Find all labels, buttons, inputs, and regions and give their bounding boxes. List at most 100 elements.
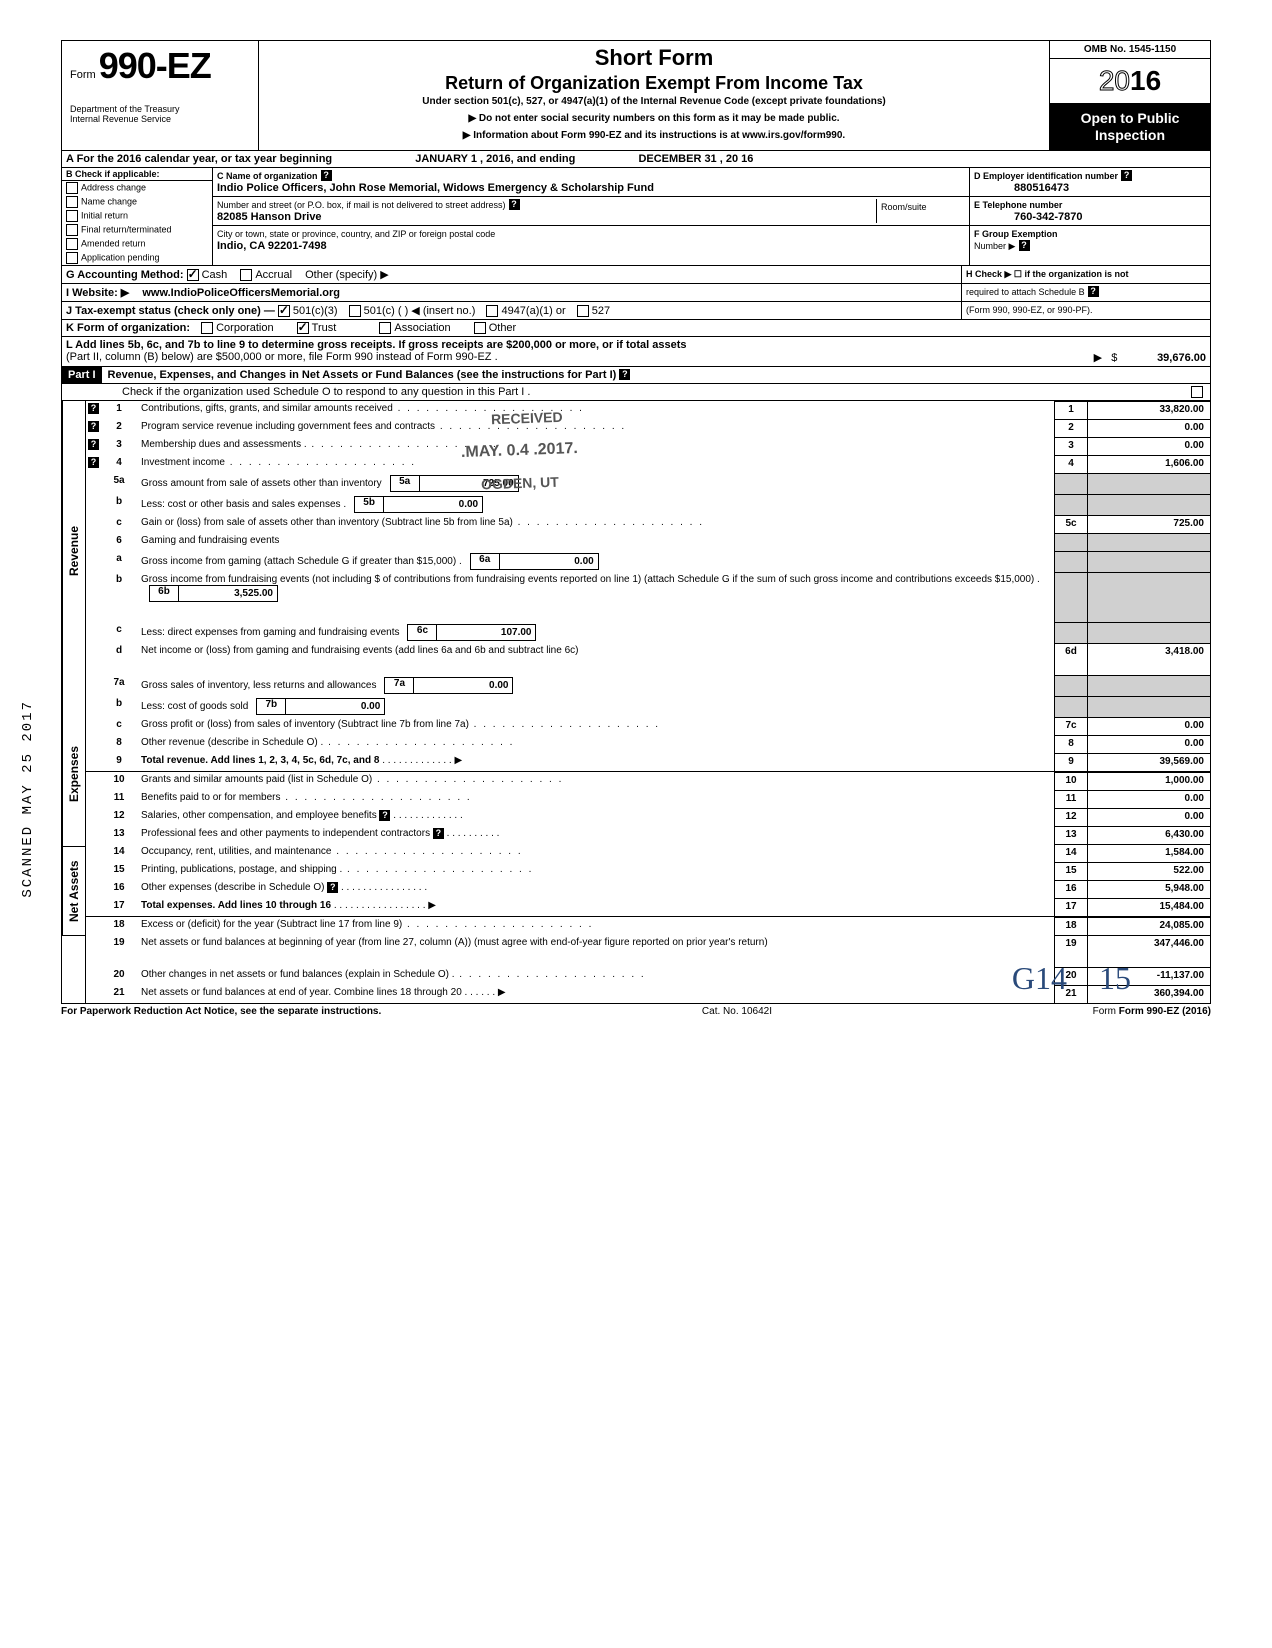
right-header-cell: OMB No. 1545-1150 2016 Open to Public In… <box>1050 41 1210 150</box>
line17-val: 15,484.00 <box>1087 898 1210 916</box>
website: www.IndioPoliceOfficersMemorial.org <box>142 287 340 299</box>
g-other: Other (specify) ▶ <box>305 269 389 281</box>
l-text2: (Part II, column (B) below) are $500,000… <box>66 351 498 363</box>
line6c-desc: Less: direct expenses from gaming and fu… <box>137 622 1054 643</box>
k-label: K Form of organization: <box>66 322 190 334</box>
i-label: I Website: ▶ <box>66 287 129 299</box>
chk-final-return[interactable] <box>66 224 78 236</box>
chk-name-change[interactable] <box>66 196 78 208</box>
help-icon[interactable]: ? <box>88 439 99 450</box>
line9-val: 39,569.00 <box>1087 753 1210 771</box>
line5c-val: 725.00 <box>1087 515 1210 533</box>
line17-desc: Total expenses. Add lines 10 through 16 … <box>137 898 1054 916</box>
help-icon[interactable]: ? <box>321 170 332 181</box>
subtitle: Under section 501(c), 527, or 4947(a)(1)… <box>263 96 1045 107</box>
help-icon[interactable]: ? <box>88 403 99 414</box>
b-header: B Check if applicable: <box>62 168 212 181</box>
line2-desc: Program service revenue including govern… <box>137 419 1054 437</box>
room-label: Room/suite <box>881 202 927 212</box>
chk-cash[interactable] <box>187 269 199 281</box>
line7a-desc: Gross sales of inventory, less returns a… <box>137 675 1054 696</box>
chk-corp[interactable] <box>201 322 213 334</box>
chk-schedule-o[interactable] <box>1191 386 1203 398</box>
footer-right: Form Form 990-EZ (2016) <box>1093 1006 1211 1017</box>
footer-mid: Cat. No. 10642I <box>702 1006 772 1017</box>
form-page: Form 990-EZ Department of the Treasury I… <box>61 40 1211 1017</box>
e-label: E Telephone number <box>974 200 1062 210</box>
help-icon[interactable]: ? <box>379 810 390 821</box>
period-mid: , 2016, and ending <box>480 153 575 165</box>
chk-501c[interactable] <box>349 305 361 317</box>
help-icon[interactable]: ? <box>433 828 444 839</box>
line7c-val: 0.00 <box>1087 717 1210 735</box>
f-label2: Number ▶ <box>974 241 1015 251</box>
chk-amended[interactable] <box>66 238 78 250</box>
line20-desc: Other changes in net assets or fund bala… <box>137 967 1054 985</box>
line5a-desc: Gross amount from sale of assets other t… <box>137 473 1054 494</box>
row-j: J Tax-exempt status (check only one) — 5… <box>61 302 1211 320</box>
line3-val: 0.00 <box>1087 437 1210 455</box>
line3-desc: Membership dues and assessments . <box>137 437 1054 455</box>
help-icon[interactable]: ? <box>1121 170 1132 181</box>
help-icon[interactable]: ? <box>327 882 338 893</box>
short-form-label: Short Form <box>263 45 1045 71</box>
chk-initial-return[interactable] <box>66 210 78 222</box>
line6b-desc: Gross income from fundraising events (no… <box>137 572 1054 622</box>
return-title: Return of Organization Exempt From Incom… <box>263 73 1045 94</box>
line14-desc: Occupancy, rent, utilities, and maintena… <box>137 844 1054 862</box>
line5c-desc: Gain or (loss) from sale of assets other… <box>137 515 1054 533</box>
h-label3: (Form 990, 990-EZ, or 990-PF). <box>966 305 1093 315</box>
part1-title: Revenue, Expenses, and Changes in Net As… <box>102 367 1210 383</box>
help-icon[interactable]: ? <box>1088 286 1099 297</box>
chk-assoc[interactable] <box>379 322 391 334</box>
l-text: L Add lines 5b, 6c, and 7b to line 9 to … <box>66 339 687 351</box>
help-icon[interactable]: ? <box>88 457 99 468</box>
line7b-desc: Less: cost of goods sold7b0.00 <box>137 696 1054 717</box>
section-c: C Name of organization ? Indio Police Of… <box>213 168 969 265</box>
period-row: A For the 2016 calendar year, or tax yea… <box>61 151 1211 168</box>
line1-desc: Contributions, gifts, grants, and simila… <box>137 401 1054 419</box>
section-b: B Check if applicable: Address change Na… <box>62 168 213 265</box>
chk-pending[interactable] <box>66 252 78 264</box>
vtab-expenses: Expenses <box>62 701 85 847</box>
section-def: D Employer identification number ? 88051… <box>969 168 1210 265</box>
chk-4947[interactable] <box>486 305 498 317</box>
city-state-zip: Indio, CA 92201-7498 <box>217 240 327 252</box>
help-icon[interactable]: ? <box>88 421 99 432</box>
h-label: H Check ▶ ☐ if the organization is not <box>966 269 1129 279</box>
line18-val: 24,085.00 <box>1087 917 1210 935</box>
line12-desc: Salaries, other compensation, and employ… <box>137 808 1054 826</box>
scanned-stamp: SCANNED MAY 25 2017 <box>20 700 36 898</box>
line15-desc: Printing, publications, postage, and shi… <box>137 862 1054 880</box>
form-header: Form 990-EZ Department of the Treasury I… <box>61 40 1211 151</box>
chk-accrual[interactable] <box>240 269 252 281</box>
chk-other-org[interactable] <box>474 322 486 334</box>
help-icon[interactable]: ? <box>1019 240 1030 251</box>
help-icon[interactable]: ? <box>619 369 630 380</box>
omb-number: OMB No. 1545-1150 <box>1050 41 1210 59</box>
chk-trust[interactable] <box>297 322 309 334</box>
line18-desc: Excess or (deficit) for the year (Subtra… <box>137 917 1054 935</box>
line4-desc: Investment income <box>137 455 1054 473</box>
form-number-cell: Form 990-EZ Department of the Treasury I… <box>62 41 259 150</box>
line9-desc: Total revenue. Add lines 1, 2, 3, 4, 5c,… <box>137 753 1054 771</box>
help-icon[interactable]: ? <box>509 199 520 210</box>
period-start: JANUARY 1 <box>415 153 477 165</box>
page-footer: For Paperwork Reduction Act Notice, see … <box>61 1006 1211 1017</box>
period-end: DECEMBER 31 <box>638 153 716 165</box>
part1-check-row: Check if the organization used Schedule … <box>61 384 1211 401</box>
line15-val: 522.00 <box>1087 862 1210 880</box>
row-i: I Website: ▶ www.IndioPoliceOfficersMemo… <box>61 284 1211 302</box>
chk-address-change[interactable] <box>66 182 78 194</box>
line11-desc: Benefits paid to or for members <box>137 790 1054 808</box>
street-address: 82085 Hanson Drive <box>217 211 322 223</box>
chk-527[interactable] <box>577 305 589 317</box>
line6-desc: Gaming and fundraising events <box>137 533 1054 551</box>
chk-501c3[interactable] <box>278 305 290 317</box>
line13-desc: Professional fees and other payments to … <box>137 826 1054 844</box>
addr-label: Number and street (or P.O. box, if mail … <box>217 200 505 210</box>
line13-val: 6,430.00 <box>1087 826 1210 844</box>
f-label: F Group Exemption <box>974 229 1058 239</box>
j-label: J Tax-exempt status (check only one) — <box>66 305 275 317</box>
org-name: Indio Police Officers, John Rose Memoria… <box>217 182 654 194</box>
